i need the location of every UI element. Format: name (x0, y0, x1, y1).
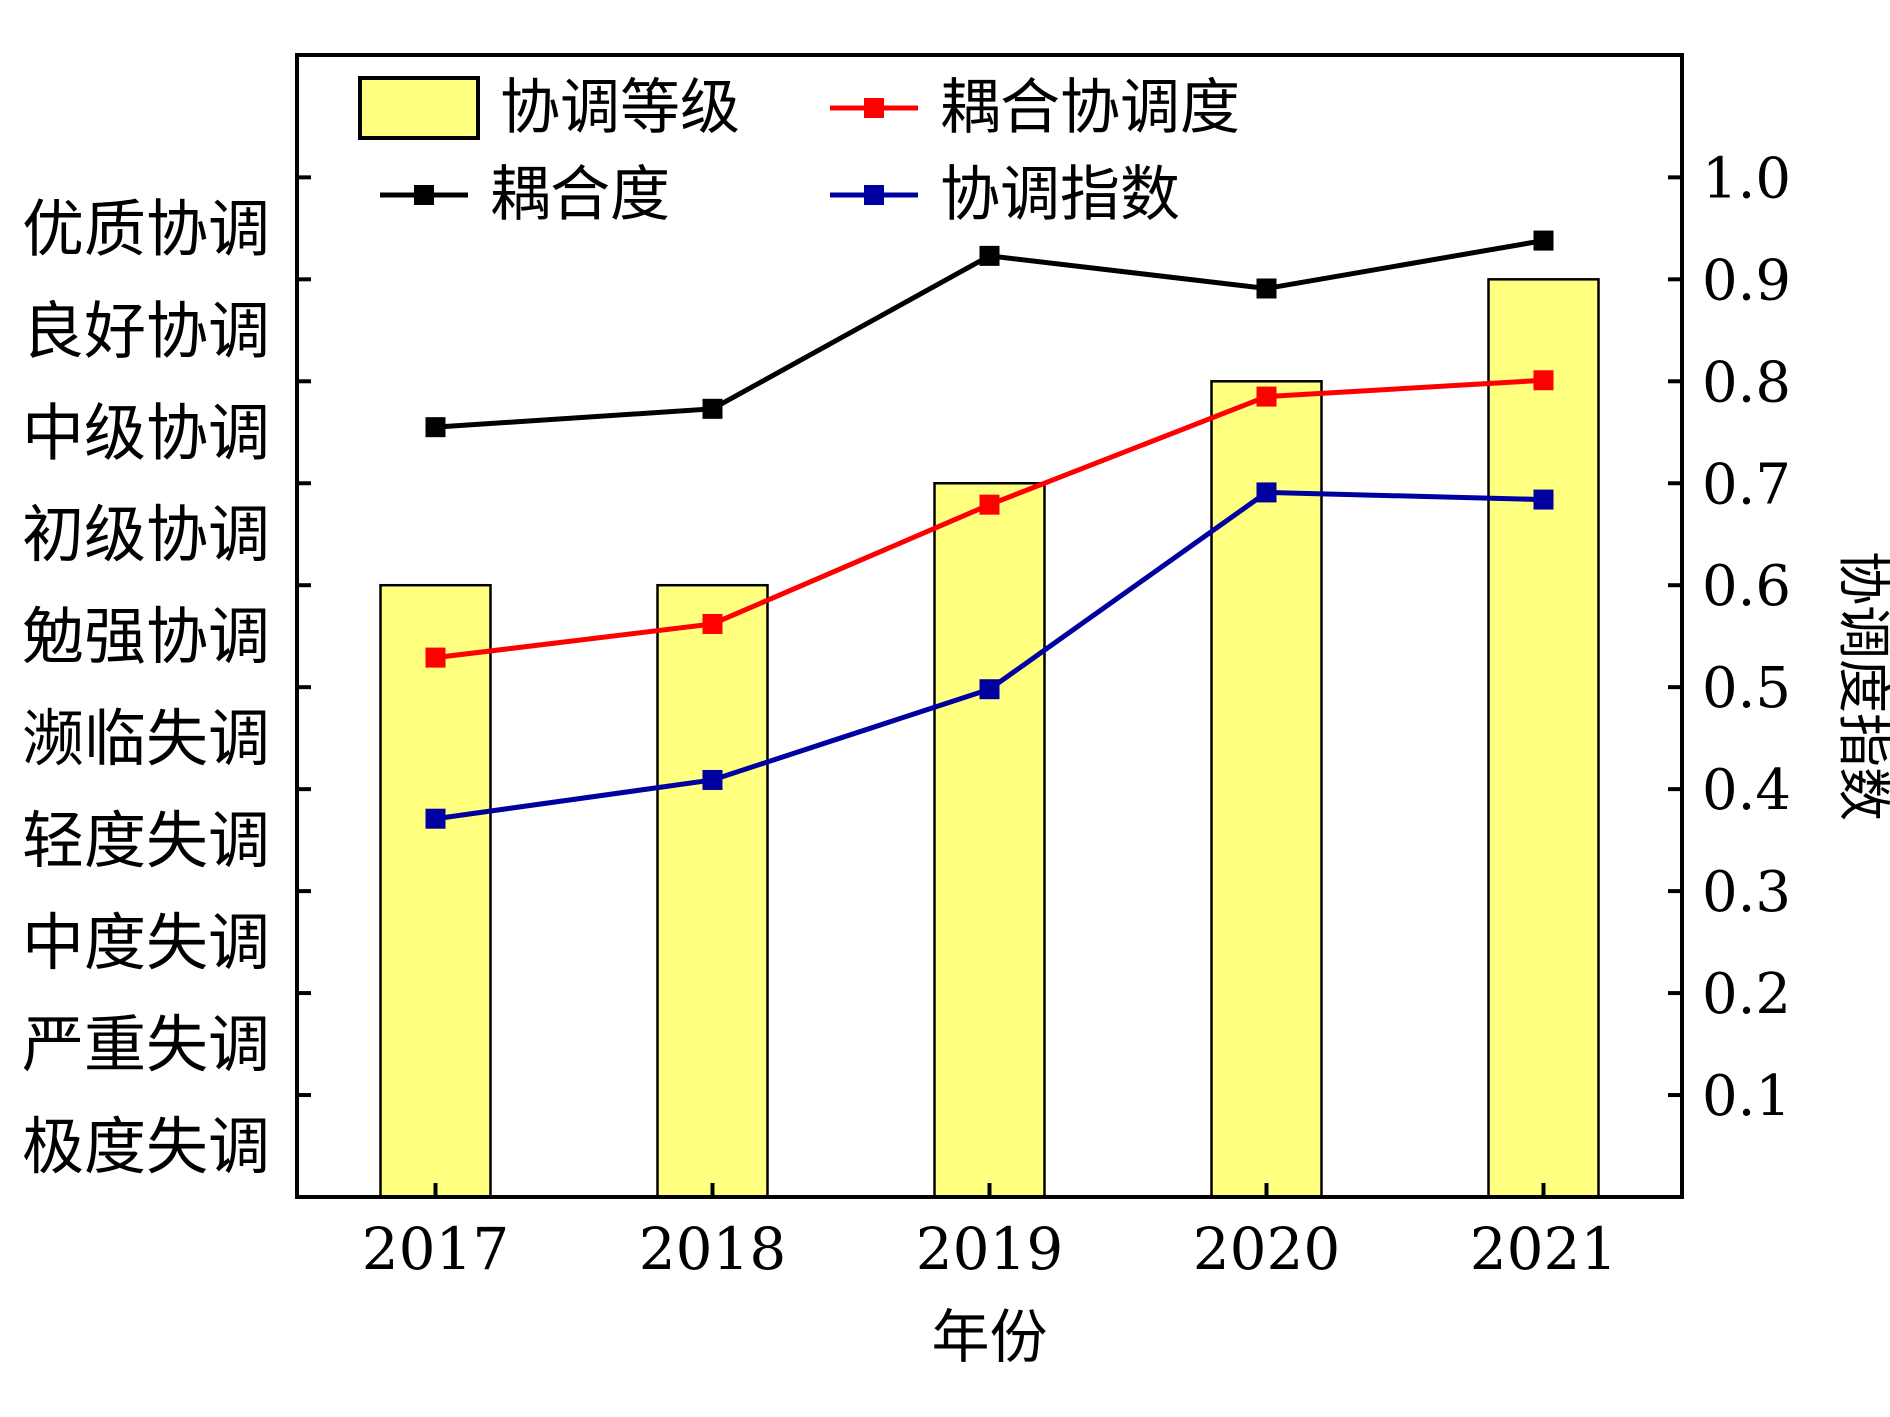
right-axis-title: 协调度指数 (1832, 551, 1890, 821)
bar-2021 (1487, 278, 1600, 1199)
marker-series2-2017 (425, 808, 446, 829)
legend-swatch-bar (358, 76, 480, 140)
legend-label: 耦合协调度 (940, 73, 1240, 143)
left-level-label: 初级协调 (22, 498, 270, 571)
x-tick-label-2017: 2017 (362, 1215, 510, 1283)
x-tick-label-2019: 2019 (916, 1215, 1064, 1283)
x-tick-label-2020: 2020 (1193, 1215, 1341, 1283)
marker-series1-2017 (425, 647, 446, 668)
right-tick-label-0.4: 0.4 (1702, 758, 1791, 823)
x-tick-label-2021: 2021 (1470, 1215, 1618, 1283)
marker-series0-2019 (979, 245, 1000, 266)
right-tick-label-0.7: 0.7 (1702, 452, 1791, 517)
bars-layer (379, 278, 1600, 1199)
right-tick-label-0.5: 0.5 (1702, 656, 1791, 721)
bar-2017 (379, 583, 492, 1199)
right-tick-label-0.9: 0.9 (1702, 248, 1791, 313)
legend-swatch-marker (864, 98, 884, 118)
marker-series1-2021 (1533, 370, 1554, 391)
right-tick-label-0.1: 0.1 (1702, 1064, 1791, 1129)
marker-series1-2020 (1256, 386, 1277, 407)
marker-series2-2021 (1533, 489, 1554, 510)
bar-2020 (1210, 380, 1323, 1199)
right-tick-label-0.2: 0.2 (1702, 962, 1791, 1027)
right-tick-label-0.6: 0.6 (1702, 554, 1791, 619)
legend-label: 协调指数 (940, 160, 1180, 230)
left-level-label: 轻度失调 (22, 804, 270, 877)
ticks-layer (297, 175, 1682, 1197)
labels-layer: 2017 2018 2019 2020 2021 0.1 0.2 0.3 0.4 0.5 0.6 0.… (22, 146, 1791, 1283)
marker-series0-2017 (425, 417, 446, 438)
right-tick-label-0.3: 0.3 (1702, 860, 1791, 925)
bar-2019 (933, 482, 1046, 1199)
marker-series0-2021 (1533, 230, 1554, 251)
markers-layer (425, 230, 1554, 829)
left-level-label: 严重失调 (22, 1008, 270, 1081)
marker-series2-2018 (702, 769, 723, 790)
left-level-label: 优质协调 (22, 192, 270, 265)
left-level-label: 濒临失调 (22, 702, 270, 775)
x-tick-label-2018: 2018 (639, 1215, 787, 1283)
legend-label: 耦合度 (490, 160, 670, 230)
legend-label: 协调等级 (500, 73, 740, 143)
left-level-label: 中度失调 (22, 906, 270, 979)
left-level-label: 良好协调 (22, 294, 270, 367)
marker-series2-2019 (979, 679, 1000, 700)
right-tick-label-0.8: 0.8 (1702, 350, 1791, 415)
left-level-label: 极度失调 (22, 1110, 270, 1183)
bar-2018 (656, 583, 769, 1199)
marker-series0-2020 (1256, 278, 1277, 299)
x-axis-title: 年份 (931, 1303, 1047, 1371)
marker-series1-2019 (979, 494, 1000, 515)
legend-swatch-marker (864, 185, 884, 205)
left-level-label: 勉强协调 (22, 600, 270, 673)
marker-series1-2018 (702, 613, 723, 634)
marker-series0-2018 (702, 398, 723, 419)
legend-swatch-marker (414, 185, 434, 205)
right-tick-label-1.0: 1.0 (1702, 146, 1791, 211)
marker-series2-2020 (1256, 482, 1277, 503)
left-level-label: 中级协调 (22, 396, 270, 469)
